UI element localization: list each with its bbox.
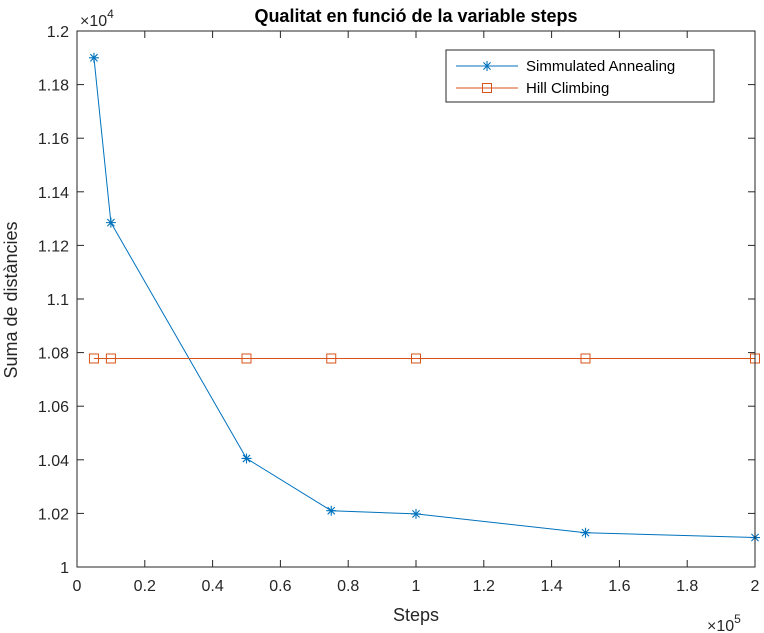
x-tick-label: 0 [73, 578, 82, 595]
series-layer [88, 52, 760, 543]
legend-item: Hill Climbing [456, 80, 609, 97]
x-tick-label: 0.6 [269, 578, 291, 595]
x-tick-label: 0.8 [337, 578, 359, 595]
plot-background [77, 31, 755, 567]
y-axis-label: Suma de distàncies [1, 221, 21, 378]
y-tick-label: 1.1 [47, 292, 69, 309]
data-point [105, 217, 116, 228]
legend-item: Simmulated Annealing [456, 58, 675, 75]
legend-label: Hill Climbing [526, 80, 609, 97]
x-tick-label: 1.6 [608, 578, 630, 595]
x-tick-label: 0.4 [201, 578, 223, 595]
series-1 [88, 52, 760, 543]
data-point [411, 353, 421, 364]
legend-marker [482, 83, 492, 93]
data-point [411, 508, 421, 519]
data-point [580, 353, 591, 364]
x-tick-label: 1.2 [473, 578, 495, 595]
data-point [241, 453, 252, 464]
y-tick-label: 1.12 [38, 238, 69, 255]
data-point [88, 52, 99, 63]
x-tick-label: 1.8 [676, 578, 698, 595]
data-point [326, 353, 337, 364]
legend-label: Simmulated Annealing [526, 58, 675, 75]
y-tick-label: 1 [60, 560, 69, 577]
data-point [88, 353, 99, 364]
y-tick-label: 1.2 [47, 24, 69, 41]
legend-marker [482, 61, 492, 71]
y-tick-label: 1.16 [38, 131, 69, 148]
legend: Simmulated Annealing Hill Climbing [445, 49, 715, 103]
axes-box [76, 30, 756, 568]
y-tick-label: 1.06 [38, 399, 69, 416]
data-point [326, 505, 337, 516]
x-tick-label: 1 [412, 578, 421, 595]
y-tick-label: 1.04 [38, 453, 69, 470]
data-point [105, 353, 116, 364]
x-axis-multiplier: ×105 [707, 612, 741, 633]
x-tick-label: 2 [751, 578, 760, 595]
y-tick-label: 1.14 [38, 185, 69, 202]
plot-area [77, 31, 755, 567]
y-tick-label: 1.08 [38, 346, 69, 363]
y-tick-label: 1.02 [38, 506, 69, 523]
axis-ticks: 0 0.2 0.4 0.6 0.8 1 1.2 1.4 1.6 1.8 2 1 1.02 1.04 1.06… [38, 24, 760, 595]
x-tick-label: 1.4 [540, 578, 562, 595]
data-point [241, 353, 252, 364]
legend-box [445, 49, 715, 103]
axes-frame [76, 30, 756, 568]
chart-title: Qualitat en funció de la variable steps [254, 6, 577, 26]
y-tick-label: 1.18 [38, 78, 69, 95]
x-tick-label: 0.2 [134, 578, 156, 595]
y-axis-multiplier: ×104 [80, 7, 114, 30]
data-point [580, 527, 591, 538]
x-axis-label: Steps [393, 605, 439, 625]
